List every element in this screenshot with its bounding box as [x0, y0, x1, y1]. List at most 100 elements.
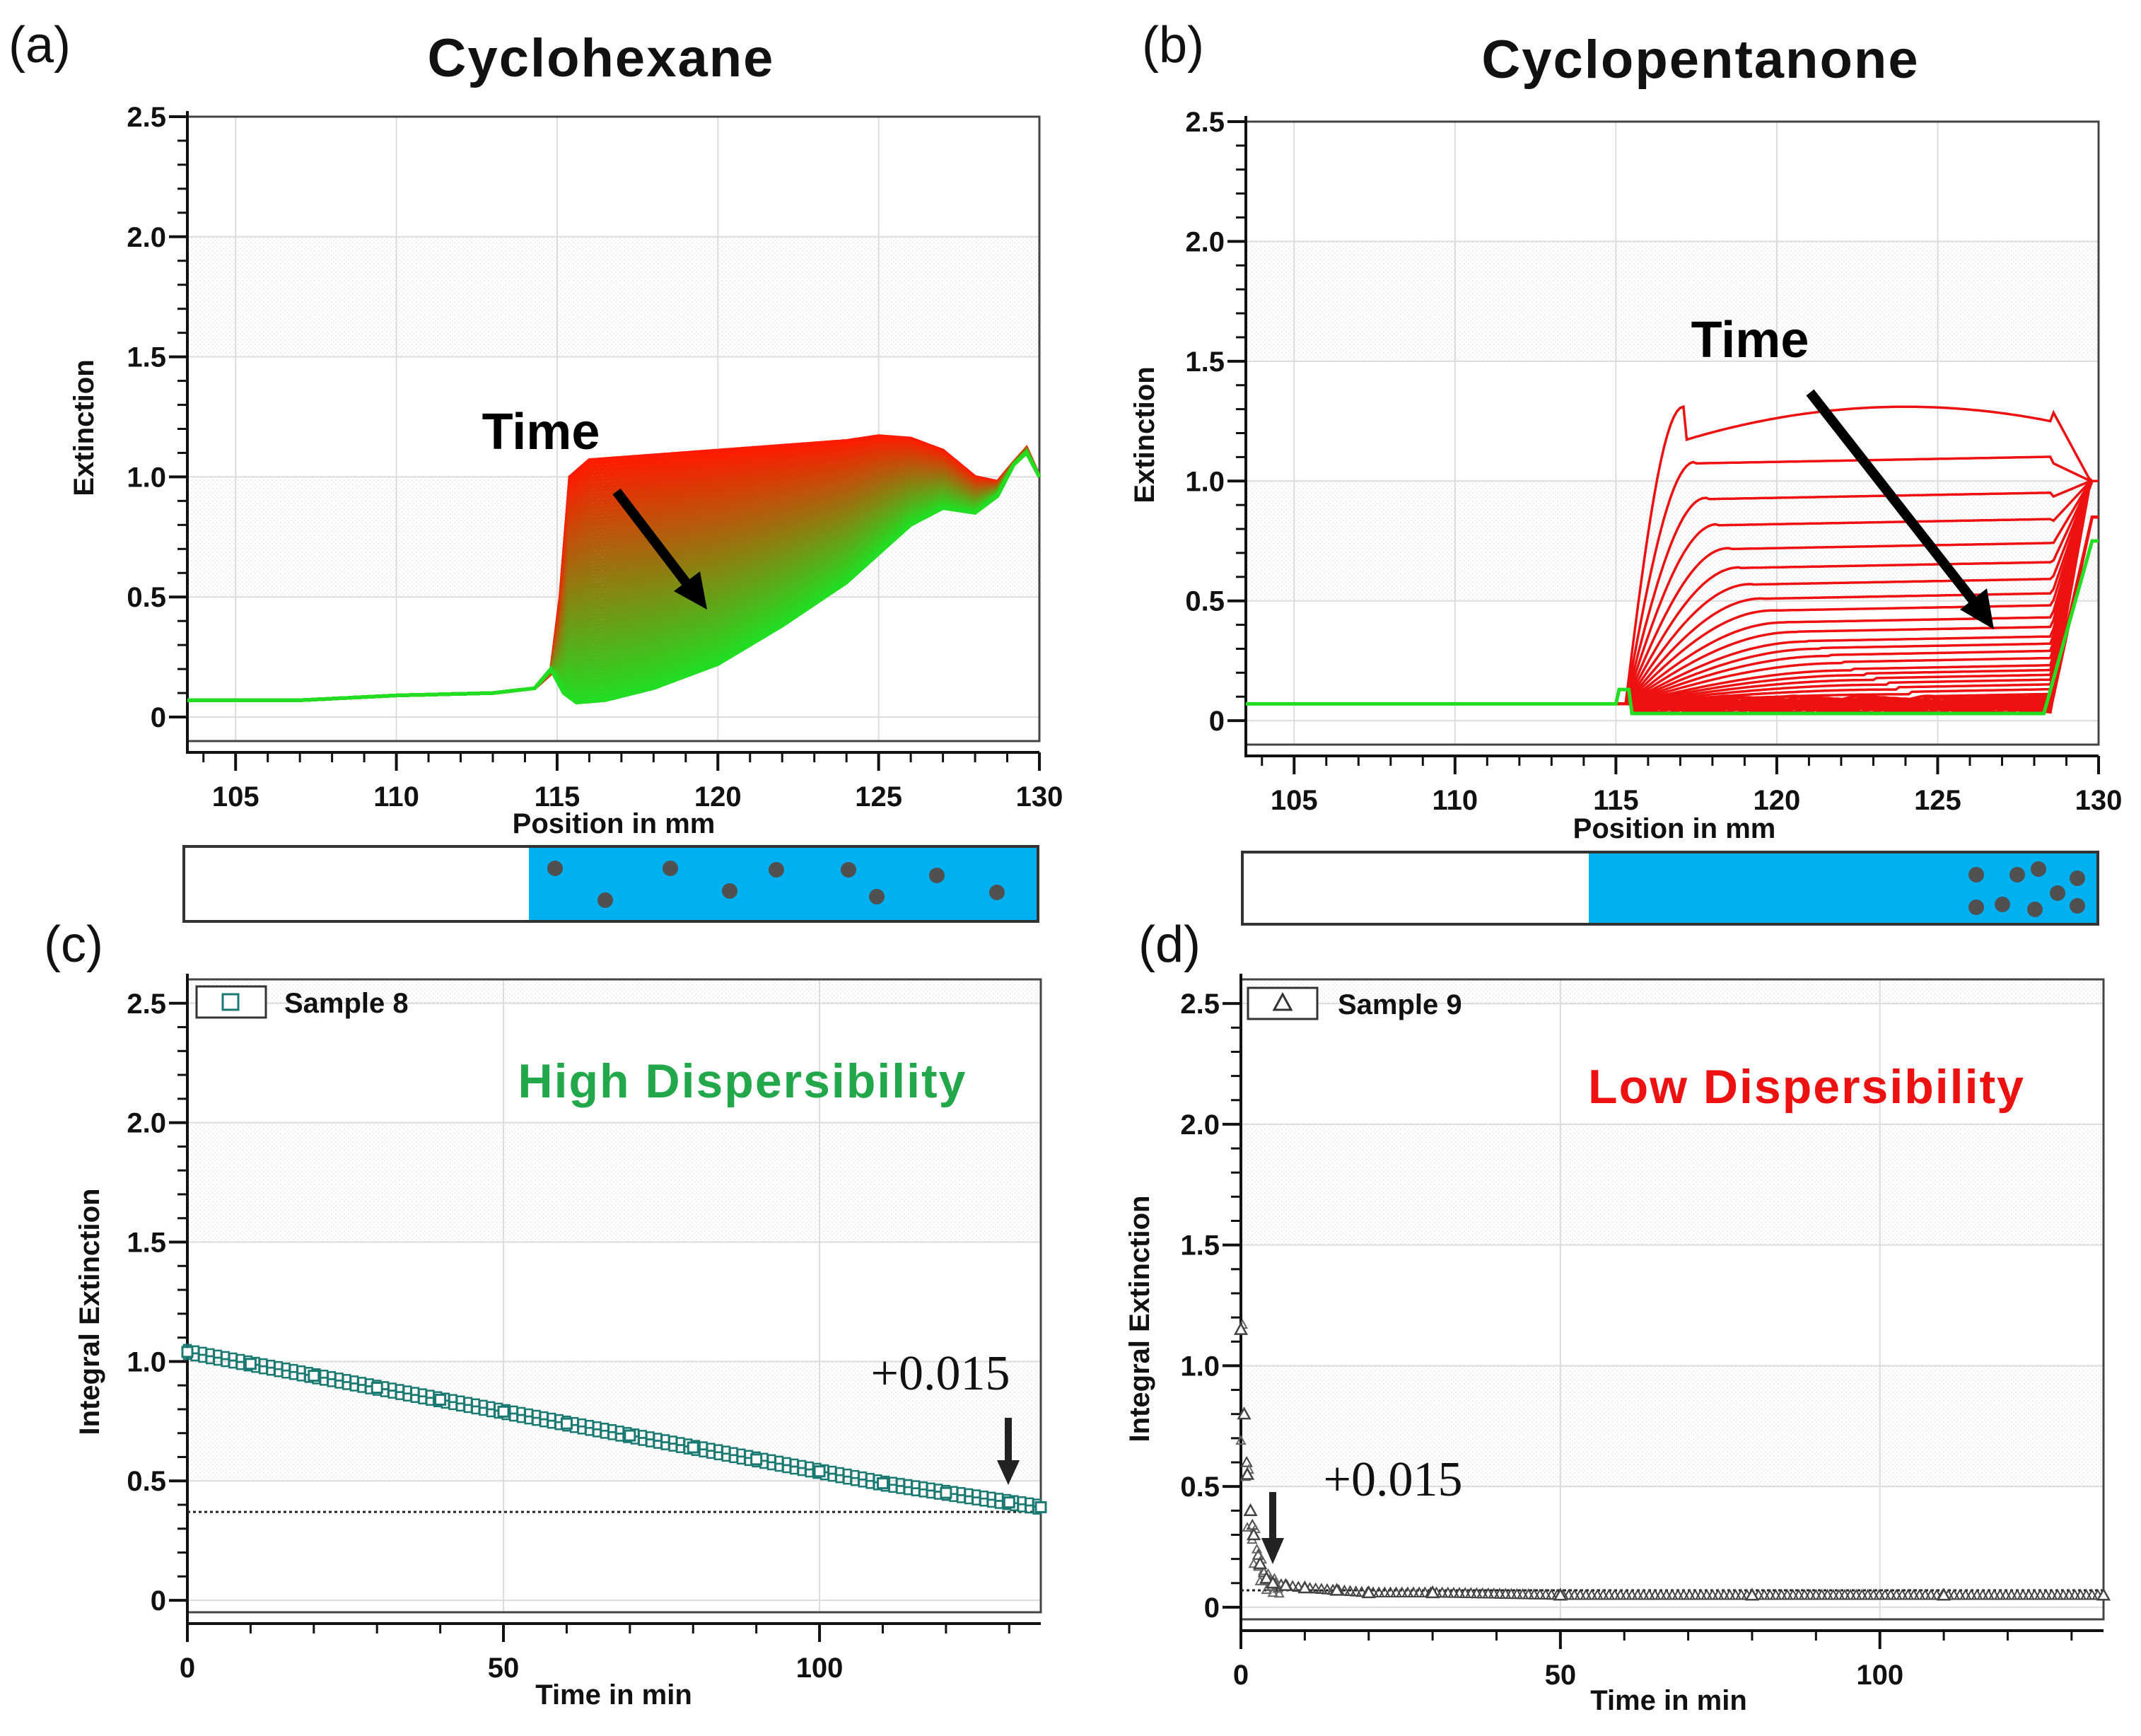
panel-d-data-point: [1309, 1582, 1322, 1594]
panel-a-profile-line: [187, 450, 1042, 705]
panel-c-data-point: [181, 1346, 194, 1358]
panel-d-data-point: [1315, 1583, 1328, 1594]
particle: [989, 885, 1005, 900]
panel-c-ytick-label: 2.0: [127, 1108, 166, 1139]
panel-d-ylabel: Integral Extinction: [1124, 1196, 1155, 1443]
panel-d-data-point: [1242, 1522, 1253, 1532]
panel-b-xlabel: Position in mm: [1573, 813, 1776, 844]
panel-d-data-point: [1239, 1467, 1255, 1480]
panel-a-ylabel: Extinction: [69, 359, 100, 496]
particle: [722, 883, 737, 899]
panel-c-data-point: [624, 1429, 636, 1442]
panel-a-ytick-label: 2.5: [127, 102, 166, 133]
panel-d-threshold-arrow: [1261, 1492, 1284, 1564]
panel-a-xlabel: Position in mm: [513, 808, 716, 839]
panel-d-data-point: [1321, 1583, 1334, 1595]
panel-b-plot-area: 0 0.5 1.0 1.5 2.0 2.5 105 110 115 120 125 130: [1185, 107, 2122, 816]
particle: [2027, 902, 2043, 917]
panel-d-ytick-label: 0.5: [1180, 1472, 1220, 1503]
panel-c-dispersibility-label: High Dispersibility: [518, 1054, 967, 1108]
panel-b-letter: (b): [1142, 17, 1204, 74]
panel-a-ytick-label: 1.5: [127, 342, 166, 373]
panel-d-data-point: [1252, 1556, 1268, 1570]
panel-b-final-profile-line: [1246, 539, 2099, 716]
panel-d-ytick-label: 1.0: [1180, 1351, 1220, 1382]
panel-d-data-point: [1343, 1585, 1357, 1597]
panel-b-ytick-label: 1.5: [1185, 346, 1225, 378]
panel-a-cuvette: [182, 845, 1039, 923]
panel-d-data-point: [1257, 1565, 1269, 1575]
particle: [841, 862, 856, 878]
panel-c-data-point: [1034, 1501, 1047, 1513]
panel-a-title: Cyclohexane: [428, 28, 775, 88]
panel-d-data-point: [1459, 1587, 1471, 1598]
panel-d-data-point: [1516, 1588, 1529, 1600]
panel-c-band: [187, 1122, 1041, 1242]
particle: [2050, 885, 2065, 901]
panel-d-data-point: [1470, 1587, 1483, 1599]
particle: [1968, 899, 1984, 915]
panel-d-data-point: [1453, 1587, 1466, 1598]
panel-d-data-point: [1297, 1580, 1312, 1594]
panel-c-band: [187, 1361, 1041, 1481]
panel-d-data-point: [1292, 1580, 1305, 1592]
panel-a-plot-area: 0 0.5 1.0 1.5 2.0 2.5 105 110 115 120 125 130: [127, 102, 1063, 812]
panel-b-band: [1246, 241, 2099, 361]
panel-b-xtick-label: 110: [1433, 785, 1478, 816]
panel-d-legend-label: Sample 9: [1338, 989, 1462, 1020]
panel-d-data-point: [1273, 1588, 1285, 1598]
panel-d-data-point: [1482, 1587, 1495, 1599]
particle: [769, 862, 784, 878]
panel-b-xtick-label: 125: [1914, 785, 1961, 816]
panel-c-ytick-label: 1.5: [127, 1228, 166, 1259]
panel-d-data-point: [1361, 1585, 1376, 1599]
panel-d-data-point: [1936, 1588, 1952, 1601]
panel-d-data-point: [1499, 1588, 1512, 1599]
panel-d-data-point: [1435, 1586, 1449, 1598]
panel-d-plot-bg: [1241, 979, 2104, 1619]
panel-a-ytick-label: 1.0: [127, 462, 166, 493]
panel-d-data-point: [1349, 1585, 1363, 1597]
panel-d-band: [1241, 979, 2104, 1004]
panel-d-data-point: [1338, 1584, 1351, 1596]
panel-b-cuvette: [1241, 851, 2099, 926]
panel-d-data-point: [1329, 1583, 1344, 1596]
panel-d-ytick-label: 0: [1204, 1592, 1220, 1624]
panel-d-data-point: [2096, 1588, 2111, 1601]
panel-c-data-point: [497, 1405, 510, 1418]
panel-d-data-point: [1476, 1587, 1489, 1599]
panel-d-xtick-label: 0: [1233, 1660, 1249, 1691]
panel-d-data-point: [1240, 1455, 1253, 1467]
panel-b-ylabel: Extinction: [1129, 366, 1160, 503]
panel-d-ytick-label: 2.0: [1180, 1109, 1220, 1141]
panel-d-data-point: [1522, 1588, 1535, 1600]
particle: [2070, 870, 2085, 886]
panel-c-xlabel: Time in min: [535, 1679, 692, 1711]
panel-d-data-point: [1243, 1503, 1258, 1516]
panel-a-xtick-label: 110: [373, 781, 419, 812]
panel-a-ytick-label: 0.5: [127, 582, 166, 613]
panel-a-letter: (a): [8, 17, 71, 74]
panel-d-band: [1241, 1124, 2104, 1245]
panel-d-data-point: [1259, 1571, 1274, 1584]
panel-c-threshold-arrow: [997, 1418, 1020, 1485]
panel-d-dispersibility-label: Low Dispersibility: [1588, 1060, 2025, 1114]
particle: [597, 892, 613, 908]
panel-a-xtick-label: 125: [855, 781, 902, 812]
panel-d-data-point: [1553, 1588, 1568, 1601]
panel-c-data-point: [813, 1465, 826, 1478]
panel-c-ytick-label: 0.5: [127, 1466, 166, 1497]
panel-c-data-point: [876, 1477, 889, 1490]
panel-a-ytick-label: 2.0: [127, 222, 166, 253]
panel-d-legend: Sample 9: [1247, 986, 1462, 1020]
panel-d-letter: (d): [1138, 916, 1201, 973]
panel-b-title: Cyclopentanone: [1481, 30, 1919, 90]
panel-c-ytick-label: 2.5: [127, 989, 166, 1020]
panel-c-letter: (c): [44, 916, 103, 973]
panel-a-xtick-label: 115: [535, 781, 581, 812]
panel-c-data-point: [434, 1393, 447, 1406]
panel-b-time-label: Time: [1691, 312, 1809, 368]
panel-a-cuvette-liquid: [529, 848, 1037, 920]
panel-a-xtick-label: 130: [1016, 781, 1063, 812]
panel-c-xtick-label: 100: [796, 1653, 844, 1684]
